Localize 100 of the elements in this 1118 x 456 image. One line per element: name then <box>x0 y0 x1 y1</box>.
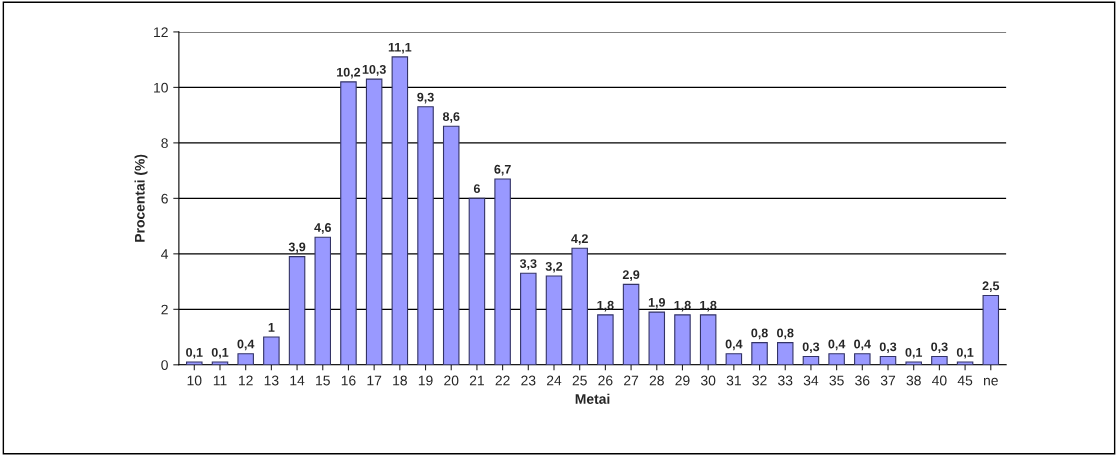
x-tick-label: 14 <box>290 375 305 386</box>
bar <box>545 275 563 365</box>
x-tick-label: 28 <box>649 375 664 386</box>
bar <box>263 336 280 365</box>
bar <box>776 342 794 365</box>
bar <box>186 361 203 365</box>
x-tick-label: 18 <box>393 375 407 386</box>
bar <box>622 283 640 365</box>
data-label: 9,3 <box>417 92 434 104</box>
data-label: 0,4 <box>237 339 255 351</box>
x-tick-label: 13 <box>264 375 279 386</box>
data-label: 3,3 <box>519 259 537 270</box>
data-label: 1,8 <box>597 300 614 312</box>
data-label: 0,1 <box>905 347 923 359</box>
x-tick-label: 38 <box>906 375 921 386</box>
x-tick-label: 27 <box>624 375 639 386</box>
data-label: 1,8 <box>674 300 691 312</box>
x-tick-label: 22 <box>495 375 510 386</box>
bar <box>442 125 460 365</box>
data-label: 6 <box>473 184 480 194</box>
y-axis-title: Procentai (%) <box>134 154 148 242</box>
x-tick-label: 20 <box>444 375 459 386</box>
data-label: 3,2 <box>545 261 563 273</box>
data-label: 10,2 <box>337 67 361 79</box>
bar <box>237 353 254 365</box>
x-tick-label: 29 <box>675 375 690 386</box>
bar <box>854 353 871 365</box>
data-label: 1,8 <box>700 300 717 312</box>
x-tick-label: ne <box>983 377 998 386</box>
data-label: 10,3 <box>362 64 386 76</box>
bar <box>417 106 434 365</box>
bar <box>905 361 922 365</box>
x-tick-label: 15 <box>316 375 330 386</box>
bar <box>468 197 486 365</box>
data-label: 4,2 <box>571 234 588 245</box>
x-tick-label: 21 <box>469 375 484 386</box>
data-label: 0,4 <box>854 339 871 351</box>
data-label: 4,6 <box>314 223 331 234</box>
x-tick-label: 33 <box>778 375 793 386</box>
y-tick-label: 4 <box>161 249 169 259</box>
x-tick-label: 24 <box>546 375 562 386</box>
bar <box>597 314 614 365</box>
x-tick-label: 23 <box>521 375 536 386</box>
data-label: 1 <box>268 323 275 332</box>
x-tick-label: 25 <box>572 375 587 386</box>
y-tick-label: 10 <box>154 82 168 93</box>
x-tick-label: 12 <box>239 375 253 386</box>
x-tick-label: 40 <box>931 375 947 386</box>
data-label: 2,5 <box>982 281 1000 293</box>
bar <box>751 342 768 365</box>
x-tick-label: 34 <box>803 375 819 386</box>
bar <box>931 355 948 365</box>
bar <box>288 256 306 365</box>
bar <box>520 272 537 365</box>
x-tick-label: 36 <box>855 375 870 386</box>
y-tick-label: 8 <box>161 138 168 149</box>
bar <box>494 178 511 365</box>
data-label: 3,9 <box>288 242 306 254</box>
bar <box>674 314 691 365</box>
bar <box>571 247 588 365</box>
data-label: 1,9 <box>648 297 665 309</box>
x-axis-title: Metai <box>575 393 610 404</box>
bar <box>340 81 357 365</box>
data-label: 11,1 <box>388 42 412 54</box>
data-label: 0,1 <box>211 347 229 359</box>
data-label: 0,1 <box>186 347 203 359</box>
x-tick-label: 37 <box>880 375 896 386</box>
data-label: 6,7 <box>494 164 511 176</box>
y-tick-label: 12 <box>154 27 168 37</box>
data-label: 0,1 <box>956 347 974 359</box>
bar <box>314 236 332 365</box>
x-tick-label: 19 <box>418 375 433 386</box>
bar <box>725 353 743 365</box>
x-tick-label: 17 <box>367 375 382 386</box>
x-tick-label: 26 <box>598 375 613 386</box>
data-label: 0,3 <box>931 342 948 354</box>
bar <box>391 56 409 365</box>
bar <box>699 314 717 365</box>
x-tick-label: 11 <box>213 375 227 386</box>
x-tick-label: 16 <box>341 375 356 386</box>
y-tick-label: 6 <box>161 193 168 204</box>
y-tick-label: 2 <box>161 304 168 315</box>
data-label: 0,4 <box>828 339 846 351</box>
bar <box>828 353 845 365</box>
bar <box>648 311 666 365</box>
x-tick-label: 32 <box>752 375 767 386</box>
x-tick-label: 31 <box>726 375 741 386</box>
data-label: 0,8 <box>777 328 794 340</box>
data-label: 0,3 <box>802 342 820 354</box>
data-label: 0,8 <box>751 328 768 340</box>
y-tick-label: 0 <box>161 360 168 370</box>
data-label: 0,4 <box>725 339 743 351</box>
bar <box>982 294 1000 365</box>
x-tick-label: 30 <box>700 375 716 386</box>
data-label: 8,6 <box>442 112 460 123</box>
data-label: 0,3 <box>879 342 897 354</box>
x-tick-label: 35 <box>829 375 844 386</box>
data-label: 2,9 <box>622 270 640 281</box>
x-tick-label: 45 <box>957 375 973 386</box>
bar <box>365 78 383 365</box>
